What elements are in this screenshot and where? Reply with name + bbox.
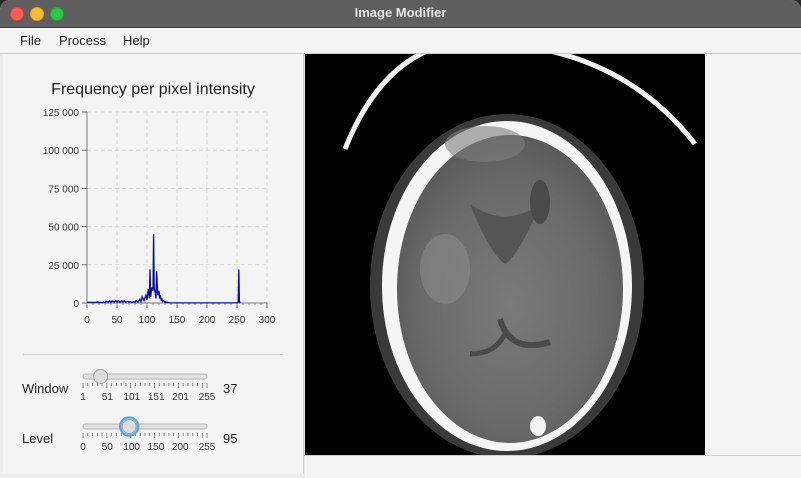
x-tick-label: 100 [139,315,156,326]
slider-tick-label: 255 [199,442,216,453]
x-tick-label: 50 [111,315,123,326]
slider-tick-label: 151 [148,392,165,403]
window-value: 37 [223,381,238,396]
x-tick-label: 250 [229,315,246,326]
slider-tick-label: 200 [172,442,189,453]
window-slider[interactable]: 1 51 101 151 201 255 [77,365,227,405]
chart-title: Frequency per pixel intensity [51,81,255,98]
slider-track[interactable] [82,423,208,430]
menu-bar: File Process Help [0,28,801,54]
window-slider-label: Window [22,381,69,396]
slider-thumb[interactable] [93,369,109,384]
menu-help[interactable]: Help [123,33,150,48]
title-bar: Image Modifier [0,0,801,28]
menu-process[interactable]: Process [59,33,106,48]
slider-track[interactable] [82,373,208,380]
y-tick-label: 125 000 [43,108,80,119]
y-tick-label: 100 000 [43,146,80,157]
x-tick-label: 300 [259,315,276,326]
histogram-series-line [86,234,241,304]
window-title: Image Modifier [354,5,447,20]
y-tick-label: 75 000 [48,184,79,195]
menu-file[interactable]: File [20,33,41,48]
right-empty-area [705,54,801,455]
controls-panel: Frequency per pixel intensity 0 50 100 150 2… [3,54,304,474]
y-tick-label: 50 000 [48,223,79,234]
slider-tick-label: 100 [123,442,140,453]
slider-tick-label: 101 [123,392,140,403]
status-strip [305,455,801,478]
slider-tick-label: 0 [80,442,86,453]
slider-tick-label: 1 [80,392,86,403]
x-tick-label: 0 [84,315,90,326]
slider-tick-label: 201 [172,392,189,403]
ct-image-view[interactable] [305,38,705,458]
x-tick-label: 200 [199,315,216,326]
histogram-chart: 0 50 100 150 200 250 300 125 000 100 000 75 000 50… [43,108,276,326]
slider-tick-label: 51 [102,392,114,403]
level-value: 95 [223,431,238,446]
slider-tick-label: 50 [102,442,114,453]
slider-tick-label: 255 [199,392,216,403]
brain-ct-scan-image [342,38,697,458]
slider-thumb[interactable] [121,419,137,434]
slider-focus-ring [118,416,140,437]
y-tick-label: 25 000 [48,261,79,272]
panel-divider [23,354,283,355]
y-tick-label: 0 [73,299,79,310]
maximize-window-button[interactable] [50,7,64,21]
level-slider[interactable]: 0 50 100 150 200 255 [77,415,227,455]
slider-tick-label: 150 [148,442,165,453]
minimize-window-button[interactable] [30,7,44,21]
close-window-button[interactable] [10,7,24,21]
level-slider-label: Level [22,431,54,446]
x-tick-label: 150 [169,315,186,326]
